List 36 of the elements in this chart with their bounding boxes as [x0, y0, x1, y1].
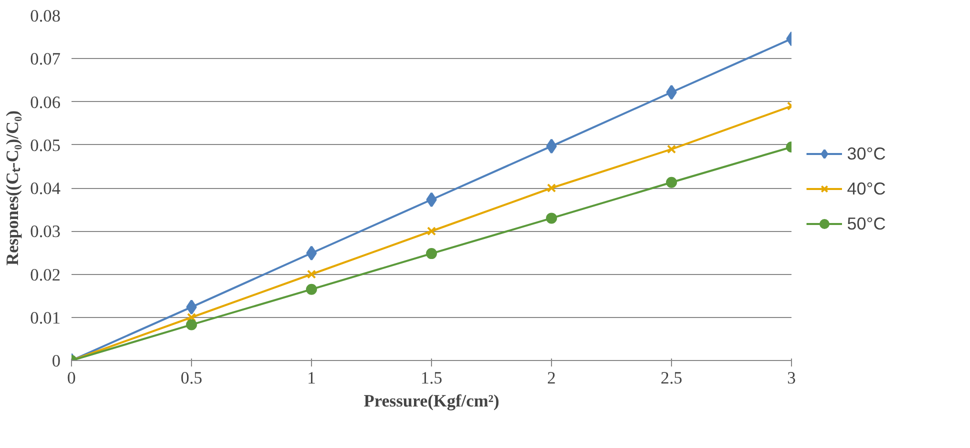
point [306, 270, 316, 279]
y-tick-label: 0 [52, 352, 61, 370]
x-tick-label: 1.5 [420, 368, 442, 388]
y-tick-label: 0.03 [30, 222, 61, 242]
point [666, 176, 677, 188]
point [546, 138, 557, 154]
y-tick-label: 0.01 [30, 308, 61, 328]
x-tick-label: 1 [307, 368, 316, 388]
point [186, 319, 197, 330]
point [426, 192, 437, 208]
legend-label: 40°C [847, 178, 886, 199]
point [666, 144, 676, 154]
y-tick-label: 0.08 [30, 6, 61, 26]
x-tick-label: 0.5 [180, 368, 202, 388]
x-tick-label: 3 [787, 368, 796, 388]
point [666, 84, 677, 100]
point [546, 183, 556, 193]
point [426, 248, 437, 260]
x-tick-label: 0 [67, 368, 76, 388]
y-tick-label: 0.06 [30, 92, 61, 112]
legend-label: 50°C [847, 213, 886, 234]
y-axis-title: Respones((Cₜ-C₀)/C₀) [3, 110, 22, 266]
x-axis-title: Pressure(Kgf/cm²) [364, 392, 500, 410]
point [546, 212, 557, 224]
y-tick-label: 0.02 [30, 265, 61, 284]
point [186, 312, 196, 322]
y-tick-label: 0.04 [30, 179, 61, 198]
x-tick-label: 2.5 [660, 368, 682, 388]
legend-label: 30°C [847, 143, 886, 164]
point [186, 300, 197, 315]
y-tick-label: 0.05 [30, 136, 61, 155]
point [306, 284, 317, 295]
y-tick-label: 0.07 [30, 50, 61, 69]
x-tick-label: 2 [547, 368, 556, 388]
point [426, 226, 436, 236]
point [306, 246, 317, 261]
